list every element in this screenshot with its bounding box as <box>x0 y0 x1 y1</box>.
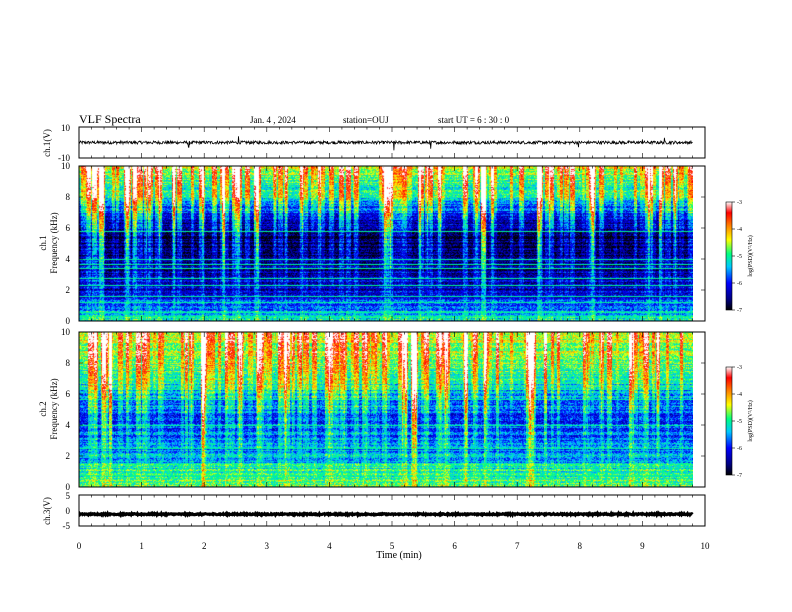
ch3-waveform-panel: 5 0 -5 ch.3(V) <box>42 491 706 531</box>
x-tick-label: 8 <box>578 541 583 551</box>
ch1-ytick-bottom: -10 <box>58 153 70 163</box>
start-time-label: start UT = 6 : 30 : 0 <box>438 115 510 125</box>
ch2-colorbar-gradient <box>725 366 733 476</box>
ch2-colorbar-tick-label: -3 <box>737 365 742 371</box>
ch3-waveform-frame <box>78 494 706 527</box>
ch1-spectrogram-panel: 0 2 4 6 8 10 ch.1 Frequency (kHz) <box>38 161 706 326</box>
ch2-freq-ytick-label: 2 <box>66 451 71 461</box>
ch2-spec-ylabel-channel: ch.2 <box>38 401 48 416</box>
ch2-freq-ytick-label: 4 <box>66 420 71 430</box>
x-tick-label: 0 <box>77 541 82 551</box>
ch2-spectrogram-panel: 0 2 4 6 8 10 ch.2 Frequency (kHz) <box>38 327 706 492</box>
ch1-freq-ytick-label: 4 <box>66 254 71 264</box>
ch3-ytick-top: 5 <box>66 491 71 501</box>
ch1-freq-ytick-label: 0 <box>66 316 71 326</box>
ch1-colorbar-label: log(PSD)(V²/Hz) <box>747 235 754 276</box>
x-tick-label: 3 <box>265 541 270 551</box>
ch1-spec-ylabel-frequency: Frequency (kHz) <box>49 212 59 273</box>
ch3-waveform-ticks <box>78 495 706 526</box>
ch2-colorbar-tick-label: -5 <box>737 419 742 425</box>
ch1-waveform-trace <box>79 136 693 151</box>
ch1-freq-ytick-label: 2 <box>66 285 71 295</box>
x-tick-label: 9 <box>640 541 645 551</box>
x-tick-label: 4 <box>327 541 332 551</box>
x-tick-label: 7 <box>515 541 520 551</box>
ch1-colorbar-tick-label: -7 <box>737 308 742 314</box>
ch3-ytick-middle: 0 <box>66 506 71 516</box>
ch1-colorbar-tick-label: -4 <box>737 227 742 233</box>
ch1-colorbar-tick-label: -3 <box>737 200 742 206</box>
ch1-frequency-ticks: 0 2 4 6 8 10 <box>61 161 705 326</box>
ch1-colorbar: -3 -4 -5 -6 -7 log(PSD)(V²/Hz) <box>725 200 754 314</box>
ch1-colorbar-tick-label: -6 <box>737 281 742 287</box>
ch2-frequency-ticks: 0 2 4 6 8 10 <box>61 327 705 492</box>
ch2-freq-ytick-label: 6 <box>66 389 71 399</box>
ch2-colorbar-ticks: -3 -4 -5 -6 -7 <box>732 365 742 479</box>
ch2-freq-ytick-label: 0 <box>66 482 71 492</box>
x-tick-label: 10 <box>701 541 711 551</box>
ch1-ytick-top: 10 <box>61 123 71 133</box>
ch2-colorbar-tick-label: -4 <box>737 392 742 398</box>
ch2-spectrogram-image <box>79 332 693 487</box>
x-axis-tick-labels: 0 1 2 3 4 5 6 7 8 9 10 <box>77 541 710 551</box>
ch1-colorbar-gradient <box>725 201 733 311</box>
ch3-waveform-trace <box>79 509 694 519</box>
ch2-colorbar-tick-label: -7 <box>737 473 742 479</box>
x-axis-label: Time (min) <box>376 550 421 561</box>
ch2-freq-ytick-label: 10 <box>61 327 71 337</box>
ch2-colorbar-label: log(PSD)(V²/Hz) <box>747 400 754 441</box>
ch1-spec-ylabel-channel: ch.1 <box>38 235 48 250</box>
ch3-ylabel: ch.3(V) <box>42 497 52 525</box>
x-tick-label: 5 <box>390 541 395 551</box>
x-tick-label: 1 <box>139 541 144 551</box>
ch2-colorbar-tick-label: -6 <box>737 446 742 452</box>
ch1-ylabel: ch.1(V) <box>42 129 52 157</box>
figure-title: VLF Spectra <box>79 112 141 126</box>
station-label: station=OUJ <box>343 115 389 125</box>
ch1-freq-ytick-label: 6 <box>66 223 71 233</box>
ch1-colorbar-tick-label: -5 <box>737 254 742 260</box>
ch3-ytick-bottom: -5 <box>63 521 71 531</box>
ch2-spectrogram-ticks <box>78 332 706 487</box>
date-label: Jan. 4 , 2024 <box>250 115 296 125</box>
ch1-spectrogram-image <box>79 166 693 321</box>
ch1-freq-ytick-label: 10 <box>61 161 71 171</box>
ch1-freq-ytick-label: 8 <box>66 192 71 202</box>
ch2-colorbar: -3 -4 -5 -6 -7 log(PSD)(V²/Hz) <box>725 365 754 479</box>
ch2-spec-ylabel-frequency: Frequency (kHz) <box>49 378 59 439</box>
ch1-waveform-ticks <box>78 127 706 158</box>
ch2-freq-ytick-label: 8 <box>66 358 71 368</box>
x-tick-label: 2 <box>202 541 207 551</box>
x-tick-label: 6 <box>452 541 457 551</box>
ch1-spectrogram-ticks <box>78 166 706 321</box>
ch1-colorbar-ticks: -3 -4 -5 -6 -7 <box>732 200 742 314</box>
ch1-waveform-panel: 10 -10 ch.1(V) <box>42 123 706 163</box>
